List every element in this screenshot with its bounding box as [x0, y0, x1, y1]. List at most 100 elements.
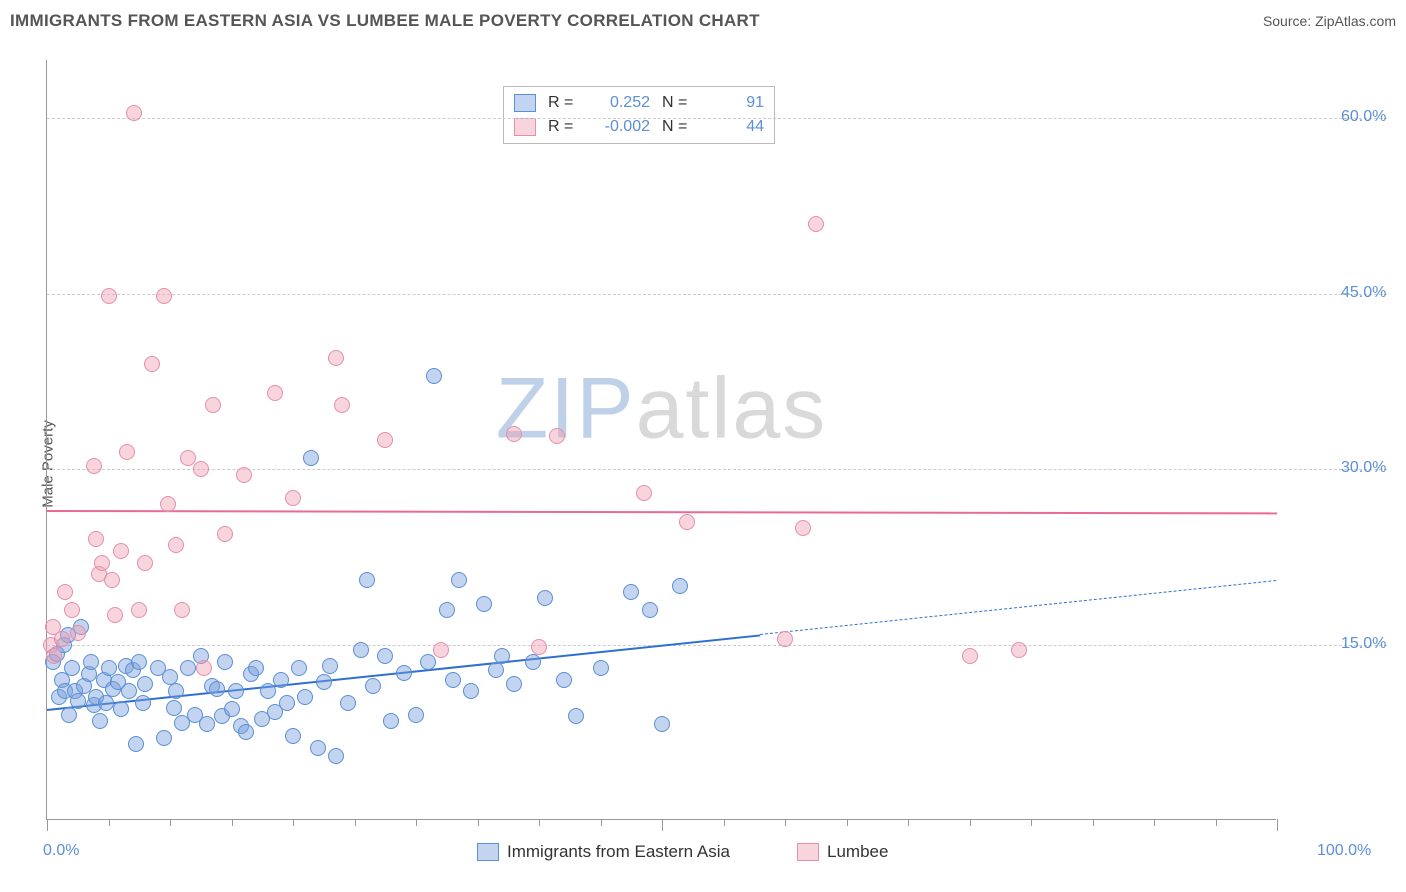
data-point-pink	[1011, 642, 1027, 658]
data-point-blue	[408, 707, 424, 723]
x-axis-max-label: 100.0%	[1317, 842, 1371, 860]
data-point-blue	[168, 683, 184, 699]
data-point-blue	[439, 602, 455, 618]
x-tick	[601, 819, 602, 826]
data-point-blue	[654, 716, 670, 732]
data-point-blue	[642, 602, 658, 618]
data-point-pink	[168, 537, 184, 553]
r-value-pink: -0.002	[594, 118, 650, 136]
x-tick	[293, 819, 294, 826]
data-point-blue	[556, 672, 572, 688]
data-point-pink	[137, 555, 153, 571]
data-point-blue	[525, 654, 541, 670]
data-point-blue	[279, 695, 295, 711]
data-point-blue	[353, 642, 369, 658]
source-name: ZipAtlas.com	[1315, 13, 1396, 29]
data-point-blue	[217, 654, 233, 670]
x-tick	[970, 819, 971, 826]
data-point-pink	[808, 216, 824, 232]
data-point-pink	[88, 531, 104, 547]
x-axis-min-label: 0.0%	[43, 842, 79, 860]
data-point-pink	[377, 432, 393, 448]
data-point-pink	[113, 543, 129, 559]
y-tick-label: 15.0%	[1341, 635, 1386, 653]
gridline	[47, 118, 1387, 119]
data-point-blue	[488, 662, 504, 678]
data-point-blue	[135, 695, 151, 711]
source-prefix: Source:	[1263, 13, 1315, 29]
chart-area: Male Poverty R = 0.252 N = 91 R = -0.002…	[0, 36, 1406, 892]
data-point-pink	[795, 520, 811, 536]
data-point-blue	[92, 713, 108, 729]
n-label: N =	[662, 94, 696, 112]
data-point-pink	[193, 461, 209, 477]
data-point-pink	[104, 572, 120, 588]
data-point-blue	[64, 660, 80, 676]
data-point-blue	[568, 708, 584, 724]
x-tick	[355, 819, 356, 826]
data-point-pink	[144, 356, 160, 372]
data-point-pink	[531, 639, 547, 655]
n-label: N =	[662, 118, 696, 136]
plot-region: R = 0.252 N = 91 R = -0.002 N = 44 15.0%…	[46, 60, 1276, 820]
data-point-blue	[209, 681, 225, 697]
data-point-pink	[160, 496, 176, 512]
data-point-blue	[445, 672, 461, 688]
data-point-blue	[365, 678, 381, 694]
data-point-blue	[128, 736, 144, 752]
data-point-blue	[238, 724, 254, 740]
data-point-pink	[70, 625, 86, 641]
legend-row-blue: R = 0.252 N = 91	[514, 91, 764, 115]
data-point-pink	[236, 467, 252, 483]
data-point-pink	[506, 426, 522, 442]
legend-label: Lumbee	[827, 842, 888, 862]
data-point-blue	[297, 689, 313, 705]
data-point-pink	[174, 602, 190, 618]
legend-item-pink: Lumbee	[797, 842, 888, 862]
source-attribution: Source: ZipAtlas.com	[1263, 13, 1396, 29]
x-tick	[724, 819, 725, 826]
data-point-blue	[248, 660, 264, 676]
x-tick	[662, 819, 663, 831]
legend-swatch	[477, 843, 499, 861]
data-point-pink	[57, 584, 73, 600]
data-point-blue	[494, 648, 510, 664]
data-point-blue	[180, 660, 196, 676]
data-point-blue	[359, 572, 375, 588]
data-point-pink	[156, 288, 172, 304]
x-tick	[1093, 819, 1094, 826]
data-point-blue	[121, 683, 137, 699]
data-point-blue	[224, 701, 240, 717]
legend-swatch	[797, 843, 819, 861]
data-point-blue	[83, 654, 99, 670]
x-tick	[1277, 819, 1278, 831]
r-value-blue: 0.252	[594, 94, 650, 112]
data-point-blue	[199, 716, 215, 732]
data-point-pink	[119, 444, 135, 460]
data-point-blue	[137, 676, 153, 692]
data-point-blue	[463, 683, 479, 699]
data-point-blue	[328, 748, 344, 764]
data-point-blue	[322, 658, 338, 674]
gridline	[47, 645, 1387, 646]
data-point-pink	[267, 385, 283, 401]
x-tick	[539, 819, 540, 826]
legend-label: Immigrants from Eastern Asia	[507, 842, 730, 862]
trend-line-pink	[47, 510, 1277, 514]
data-point-pink	[126, 105, 142, 121]
data-point-blue	[426, 368, 442, 384]
data-point-blue	[476, 596, 492, 612]
x-tick	[908, 819, 909, 826]
data-point-pink	[549, 428, 565, 444]
r-label: R =	[548, 118, 582, 136]
data-point-blue	[166, 700, 182, 716]
data-point-blue	[131, 654, 147, 670]
data-point-pink	[962, 648, 978, 664]
r-label: R =	[548, 94, 582, 112]
data-point-blue	[61, 707, 77, 723]
data-point-blue	[273, 672, 289, 688]
data-point-blue	[451, 572, 467, 588]
data-point-pink	[679, 514, 695, 530]
n-value-blue: 91	[708, 94, 764, 112]
data-point-pink	[86, 458, 102, 474]
